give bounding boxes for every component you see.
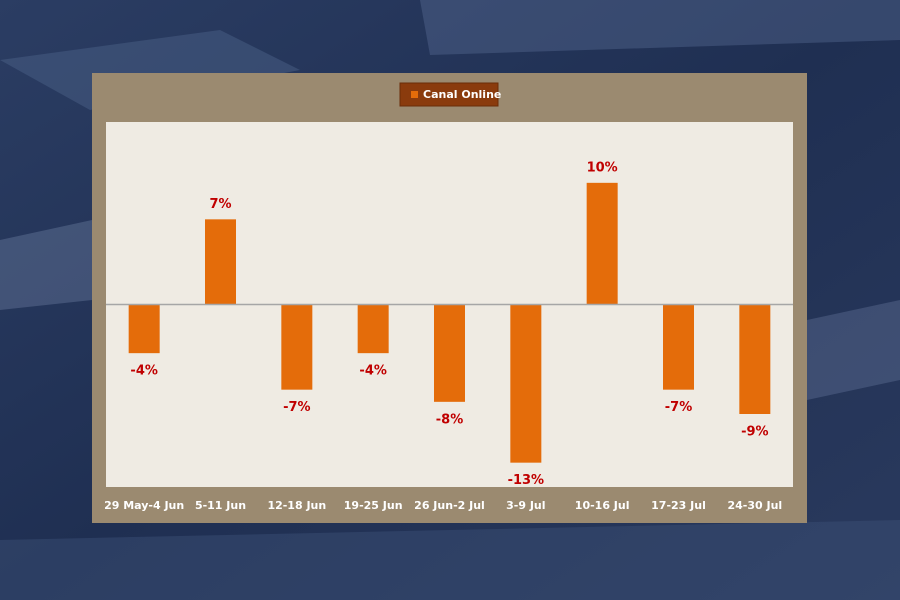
legend: Canal Online	[399, 82, 501, 107]
legend-box	[399, 82, 499, 107]
bar	[357, 304, 389, 354]
legend-label: Canal Online	[423, 88, 501, 101]
x-tick-label: 19-25 Jun	[344, 499, 403, 512]
data-label: 7%	[209, 197, 231, 212]
background-shape	[0, 30, 300, 110]
bar	[510, 304, 542, 463]
x-tick-label: 24-30 Jul	[727, 499, 782, 512]
background-shape	[420, 0, 900, 55]
bar	[128, 304, 160, 354]
data-label: -4%	[130, 364, 157, 379]
background-shape	[0, 220, 92, 310]
background-shape	[807, 300, 900, 400]
data-label: -7%	[665, 400, 692, 415]
bar	[586, 182, 618, 305]
x-tick-label: 3-9 Jul	[506, 499, 545, 512]
x-tick-label: 26 Jun-2 Jul	[414, 499, 485, 512]
x-tick-label: 5-11 Jun	[195, 499, 246, 512]
x-tick-label: 17-23 Jul	[651, 499, 706, 512]
bar	[281, 304, 313, 390]
bar	[205, 219, 236, 305]
data-label: -9%	[741, 425, 768, 440]
data-label: 10%	[587, 160, 618, 175]
bar	[663, 304, 694, 390]
x-tick-label: 10-16 Jul	[575, 499, 630, 512]
x-tick-label: 12-18 Jun	[267, 499, 326, 512]
background-shape	[0, 520, 900, 600]
data-label: -4%	[359, 364, 386, 379]
data-label: -7%	[283, 400, 310, 415]
data-label: -8%	[436, 412, 463, 427]
data-label: -13%	[508, 473, 545, 488]
x-tick-label: 29 May-4 Jun	[104, 499, 184, 512]
legend-swatch	[411, 91, 418, 98]
bar	[739, 304, 771, 414]
bar	[434, 304, 465, 402]
